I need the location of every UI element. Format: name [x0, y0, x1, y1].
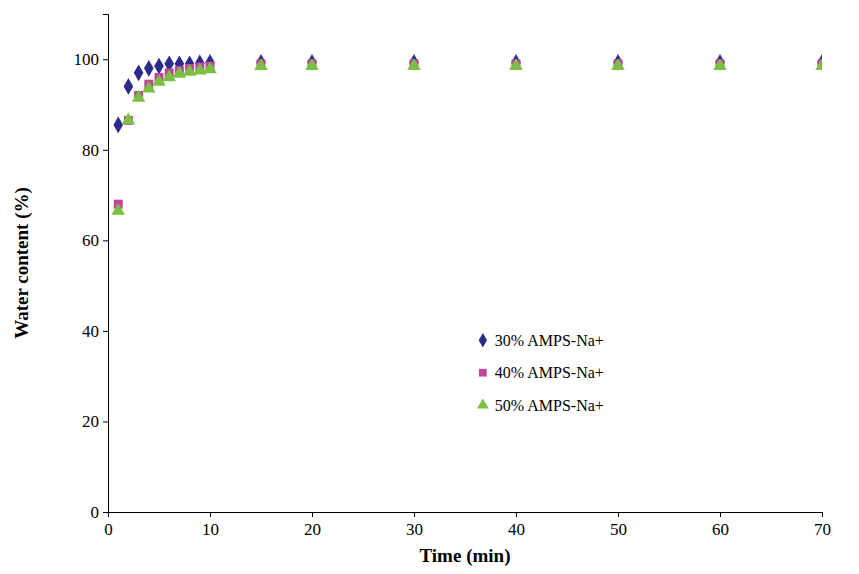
x-tick-mark — [414, 512, 415, 517]
chart: 0 10 20 30 40 50 60 70 0 20 40 60 80 100 Time (min) Wat… — [0, 0, 859, 574]
point — [124, 78, 134, 95]
x-tick-label: 0 — [104, 520, 113, 539]
y-tick-mark — [103, 512, 108, 513]
point — [815, 58, 822, 70]
x-axis: 0 10 20 30 40 50 60 70 — [104, 512, 831, 539]
y-axis-line — [103, 15, 109, 513]
x-axis-line — [109, 513, 823, 518]
legend-label: 40% AMPS-Na+ — [495, 364, 604, 381]
point — [144, 60, 154, 77]
point — [134, 65, 144, 82]
legend-label: 30% AMPS-Na+ — [495, 332, 604, 349]
legend-label: 50% AMPS-Na+ — [495, 397, 604, 414]
x-tick: 0 — [104, 512, 113, 539]
x-tick: 40 — [508, 512, 525, 539]
y-tick-mark — [103, 59, 108, 60]
y-axis: 0 20 40 60 80 100 — [74, 15, 109, 522]
x-tick-label: 10 — [202, 520, 219, 539]
y-tick-mark — [103, 150, 108, 151]
point — [111, 203, 125, 215]
x-tick-label: 60 — [712, 520, 729, 539]
x-tick: 30 — [406, 512, 423, 539]
y-tick-label: 40 — [82, 322, 99, 341]
series — [113, 54, 822, 133]
y-tick: 20 — [82, 412, 108, 431]
series — [114, 59, 822, 208]
x-tick-mark — [210, 512, 211, 517]
x-tick-label: 70 — [814, 520, 831, 539]
x-tick: 60 — [712, 512, 729, 539]
plot-area: 0 10 20 30 40 50 60 70 0 20 40 60 80 100 — [74, 15, 832, 540]
y-tick: 0 — [91, 503, 109, 522]
x-tick-label: 30 — [406, 520, 423, 539]
point — [254, 58, 268, 70]
x-tick-label: 20 — [304, 520, 321, 539]
y-tick-label: 0 — [91, 503, 100, 522]
point — [713, 58, 727, 70]
point — [305, 58, 319, 70]
y-tick-label: 20 — [82, 412, 99, 431]
data-points — [111, 54, 822, 215]
legend-marker — [479, 369, 487, 377]
point — [407, 58, 421, 70]
x-tick-mark — [618, 512, 619, 517]
x-tick: 70 — [814, 512, 831, 539]
y-tick: 60 — [82, 231, 108, 250]
x-tick-label: 40 — [508, 520, 525, 539]
y-tick-mark — [103, 331, 108, 332]
x-tick-mark — [516, 512, 517, 517]
x-tick: 10 — [202, 512, 219, 539]
point — [611, 58, 625, 70]
point — [173, 66, 187, 78]
x-tick: 50 — [610, 512, 627, 539]
legend: 30% AMPS-Na+ 40% AMPS-Na+ 50% AMPS-Na+ — [477, 332, 604, 414]
y-tick-label: 80 — [82, 141, 99, 160]
y-tick-label: 60 — [82, 231, 99, 250]
point — [113, 117, 123, 134]
x-tick-label: 50 — [610, 520, 627, 539]
x-tick: 20 — [304, 512, 321, 539]
y-tick: 100 — [74, 50, 109, 69]
y-tick-label: 100 — [74, 50, 100, 69]
point — [122, 113, 136, 125]
legend-marker — [477, 398, 489, 408]
point — [142, 81, 156, 93]
y-tick: 40 — [82, 322, 108, 341]
x-axis-title: Time (min) — [420, 545, 511, 567]
legend-marker — [479, 333, 487, 347]
x-tick-mark — [720, 512, 721, 517]
x-tick-mark — [822, 512, 823, 517]
y-tick-mark — [103, 421, 108, 422]
x-tick-mark — [312, 512, 313, 517]
y-tick: 80 — [82, 141, 108, 160]
y-tick-mark — [103, 240, 108, 241]
series — [111, 58, 822, 215]
point — [154, 58, 164, 75]
point — [509, 58, 523, 70]
point — [203, 61, 217, 73]
y-axis-title: Water content (%) — [11, 187, 33, 339]
